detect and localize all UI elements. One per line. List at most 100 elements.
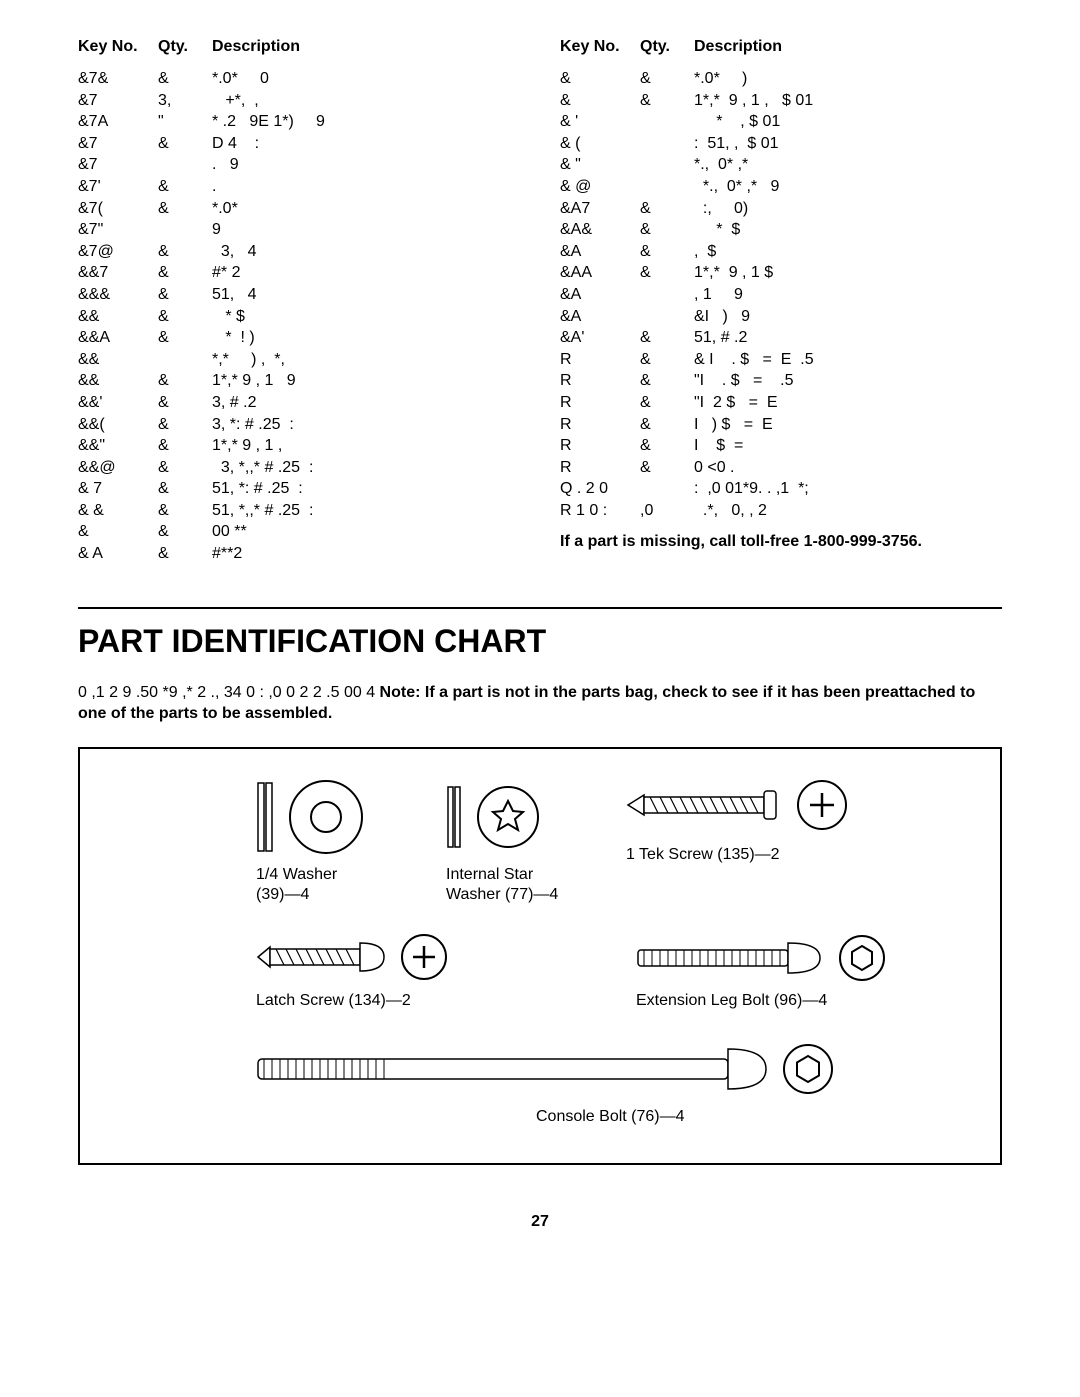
cell-key: R — [560, 392, 640, 414]
cell-qty: & — [640, 414, 694, 436]
part-extension-bolt: Extension Leg Bolt (96)—4 — [636, 933, 896, 1011]
cell-key: && — [78, 349, 158, 371]
table-row: R&"I 2 $ = E — [560, 392, 1002, 414]
table-row: & 7&51, *: # .25 : — [78, 478, 520, 500]
table-row: &A7& :, 0) — [560, 198, 1002, 220]
table-row: &AA&1*,* 9 , 1 $ — [560, 262, 1002, 284]
cell-key: &7 — [78, 90, 158, 112]
cell-key: &7" — [78, 219, 158, 241]
table-row: &A&I ) 9 — [560, 306, 1002, 328]
table-row: &7(&*.0* — [78, 198, 520, 220]
cell-key: Q . 2 0 — [560, 478, 640, 500]
table-row: &&&1*,* 9 , 1 9 — [78, 370, 520, 392]
cell-desc: *,* ) , *, — [212, 349, 520, 371]
cell-qty: & — [158, 241, 212, 263]
chart-title: PART IDENTIFICATION CHART — [78, 623, 1002, 660]
cell-qty: & — [158, 327, 212, 349]
missing-part-notice: If a part is missing, call toll-free 1-8… — [560, 533, 1002, 551]
cell-desc: "I 2 $ = E — [694, 392, 1002, 414]
cell-qty: & — [158, 435, 212, 457]
cell-desc: I $ = — [694, 435, 1002, 457]
header-key: Key No. — [78, 38, 158, 56]
cell-desc: *.0* 0 — [212, 68, 520, 90]
cell-desc: , $ — [694, 241, 1002, 263]
section-divider — [78, 607, 1002, 609]
cell-qty: & — [158, 262, 212, 284]
cell-qty — [640, 133, 694, 155]
table-row: Q . 2 0 : ,0 01*9. . ,1 *; — [560, 478, 1002, 500]
cell-key: &7A — [78, 111, 158, 133]
cell-qty: & — [158, 198, 212, 220]
cell-qty: & — [158, 68, 212, 90]
cell-desc: * .2 9E 1*) 9 — [212, 111, 520, 133]
cell-key: & — [560, 68, 640, 90]
table-row: &&'&3, # .2 — [78, 392, 520, 414]
cell-qty: & — [640, 219, 694, 241]
cell-qty — [640, 478, 694, 500]
cell-desc: : ,0 01*9. . ,1 *; — [694, 478, 1002, 500]
cell-key: R — [560, 349, 640, 371]
cell-desc: *., 0* ,* — [694, 154, 1002, 176]
cell-key: &A — [560, 306, 640, 328]
cell-desc: . — [212, 176, 520, 198]
star-washer-icon — [446, 777, 566, 857]
cell-key: &&' — [78, 392, 158, 414]
cell-key: &&A — [78, 327, 158, 349]
cell-key: &7' — [78, 176, 158, 198]
cell-desc: * ! ) — [212, 327, 520, 349]
cell-desc: 9 — [212, 219, 520, 241]
cell-key: &A — [560, 284, 640, 306]
table-row: & A&#**2 — [78, 543, 520, 565]
table-row: &&00 ** — [78, 521, 520, 543]
cell-desc: 3, 4 — [212, 241, 520, 263]
table-row: &7" 9 — [78, 219, 520, 241]
cell-desc: 0 <0 . — [694, 457, 1002, 479]
cell-desc: .*, 0, , 2 — [694, 500, 1002, 522]
cell-qty: & — [158, 306, 212, 328]
cell-desc: * $ — [694, 219, 1002, 241]
cell-desc: 3, *,,* # .25 : — [212, 457, 520, 479]
table-row: &&&&51, 4 — [78, 284, 520, 306]
table-row: & (: 51, , $ 01 — [560, 133, 1002, 155]
cell-key: & — [78, 521, 158, 543]
part-identification-chart: 1/4 Washer (39)—4 Internal Star Washer (… — [78, 747, 1002, 1165]
cell-key: &A7 — [560, 198, 640, 220]
cell-key: & @ — [560, 176, 640, 198]
cell-qty — [640, 176, 694, 198]
table-row: R&"I . $ = .5 — [560, 370, 1002, 392]
console-bolt-icon — [256, 1039, 836, 1099]
parts-list: Key No. Qty. Description &7&&*.0* 0&73, … — [78, 38, 1002, 565]
cell-key: &7 — [78, 133, 158, 155]
cell-key: & ' — [560, 111, 640, 133]
cell-key: &&@ — [78, 457, 158, 479]
cell-desc: 00 ** — [212, 521, 520, 543]
washer-icon — [256, 777, 386, 857]
cell-desc: *.0* — [212, 198, 520, 220]
cell-qty: & — [640, 370, 694, 392]
tek-screw-icon — [626, 777, 856, 837]
cell-qty: & — [640, 198, 694, 220]
cell-key: &&7 — [78, 262, 158, 284]
cell-desc: , 1 9 — [694, 284, 1002, 306]
header-qty: Qty. — [158, 38, 212, 56]
cell-qty: & — [158, 457, 212, 479]
cell-desc: 1*,* 9 , 1 $ — [694, 262, 1002, 284]
cell-desc: * $ — [212, 306, 520, 328]
cell-qty — [640, 306, 694, 328]
cell-desc: *.0* ) — [694, 68, 1002, 90]
cell-desc: 51, *: # .25 : — [212, 478, 520, 500]
cell-desc: 51, # .2 — [694, 327, 1002, 349]
cell-key: & ( — [560, 133, 640, 155]
cell-key: &A& — [560, 219, 640, 241]
cell-desc: +*, , — [212, 90, 520, 112]
cell-key: &A — [560, 241, 640, 263]
part-star-washer: Internal Star Washer (77)—4 — [446, 777, 566, 905]
cell-qty: 3, — [158, 90, 212, 112]
cell-key: && — [78, 306, 158, 328]
latch-screw-icon — [256, 933, 456, 983]
cell-desc: &I ) 9 — [694, 306, 1002, 328]
cell-desc: D 4 : — [212, 133, 520, 155]
table-row: &&7&#* 2 — [78, 262, 520, 284]
cell-key: & & — [78, 500, 158, 522]
table-row: & @ *., 0* ,* 9 — [560, 176, 1002, 198]
